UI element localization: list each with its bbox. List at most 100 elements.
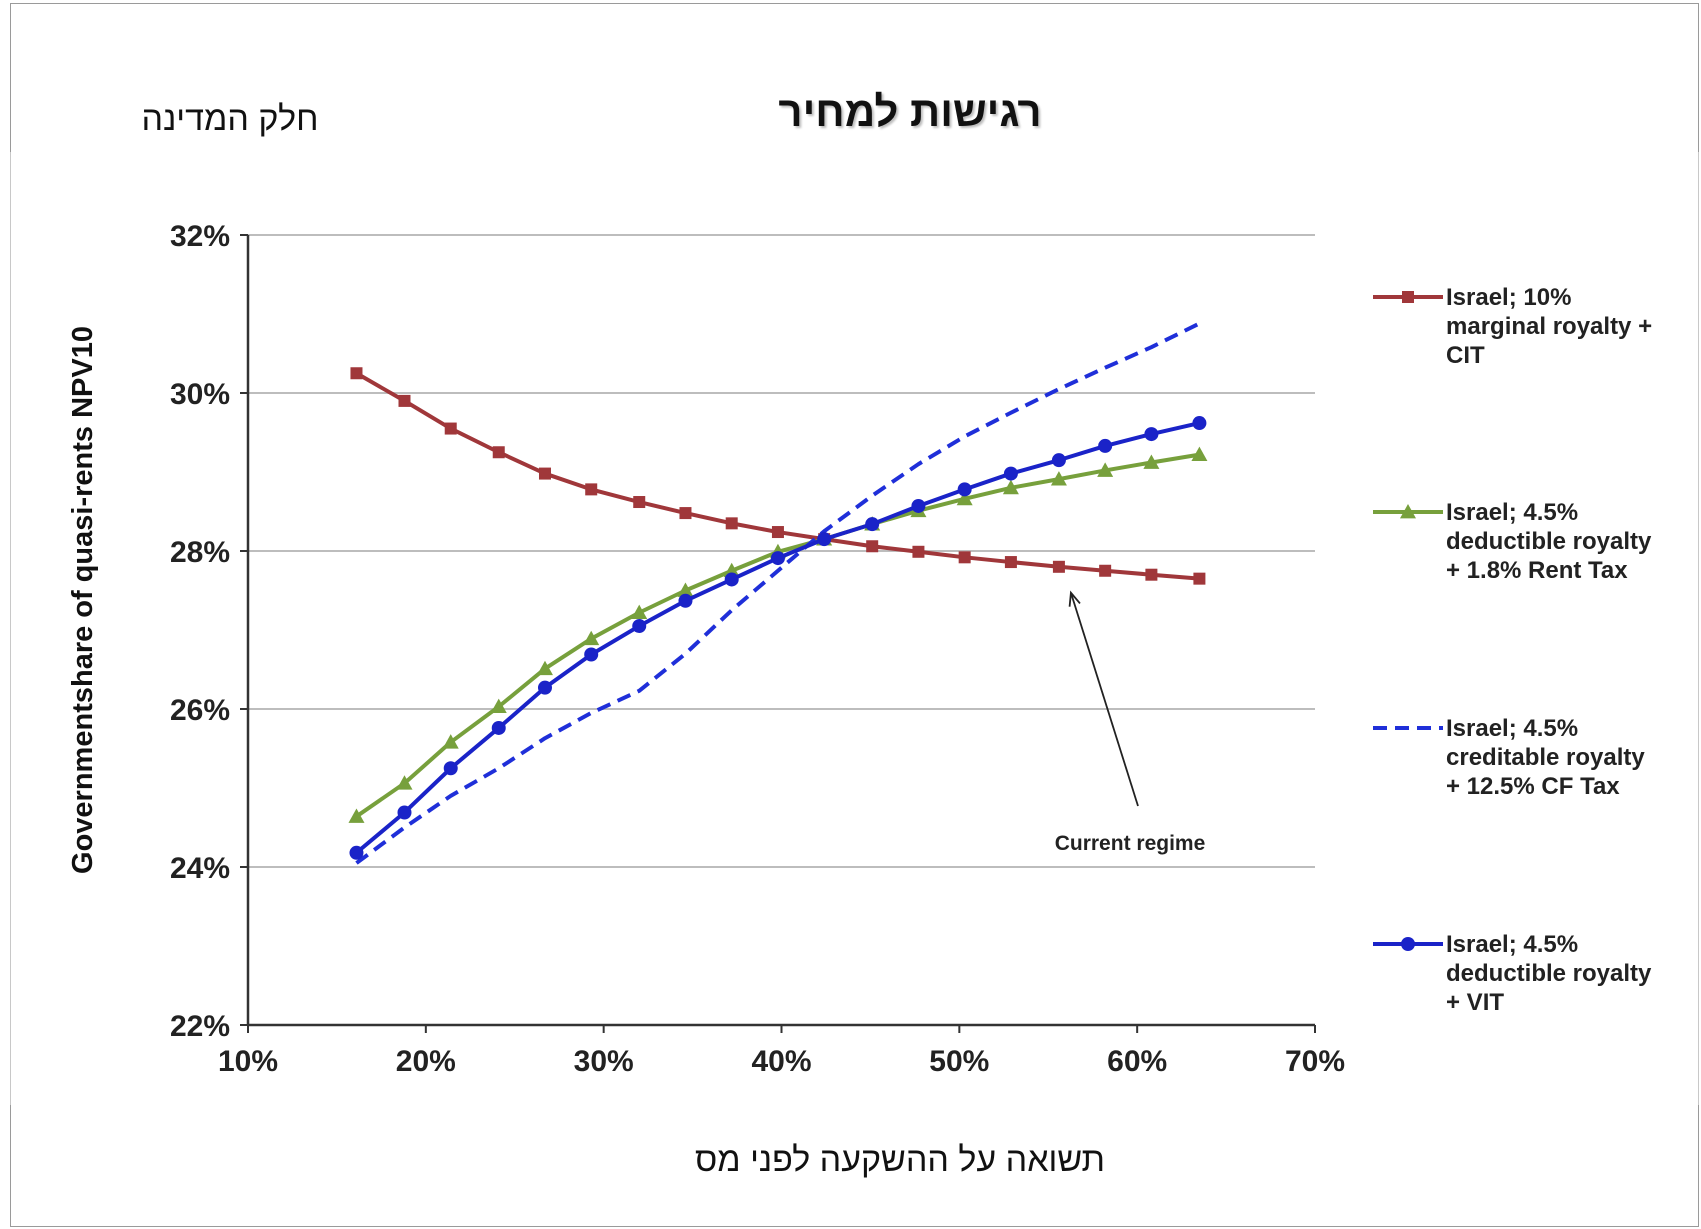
data-point: [817, 532, 832, 547]
data-point: [770, 551, 785, 566]
legend-item-1: Israel; 10%marginal royalty +CIT: [1373, 284, 1652, 369]
data-point: [1193, 572, 1206, 585]
data-point: [866, 540, 879, 553]
data-point: [350, 367, 363, 380]
slide-title: רגישות למחיר: [778, 88, 1042, 135]
data-point: [1192, 416, 1207, 431]
data-point: [1052, 560, 1065, 573]
data-point: [1097, 462, 1114, 477]
data-point: [398, 394, 411, 407]
data-point: [490, 698, 507, 714]
data-point: [1051, 453, 1066, 468]
data-point: [723, 562, 740, 578]
legend-label: + 12.5% CF Tax: [1446, 773, 1620, 800]
data-point: [536, 660, 553, 676]
data-point: [1003, 466, 1018, 481]
data-point: [538, 467, 551, 480]
legend-label: marginal royalty +: [1446, 313, 1652, 340]
annotation-text: Current regime: [1055, 832, 1206, 855]
data-point: [1191, 446, 1208, 462]
legend-label: CIT: [1446, 342, 1485, 369]
data-point: [1144, 427, 1159, 442]
y-tick-label: 24%: [170, 852, 230, 885]
data-point: [585, 483, 598, 496]
data-point: [1145, 568, 1158, 581]
x-tick-label: 20%: [396, 1045, 456, 1078]
y-tick-label: 32%: [170, 220, 230, 253]
legend-label: Israel; 4.5%: [1446, 931, 1578, 958]
legend-label: Israel; 10%: [1446, 284, 1571, 311]
y-tick-label: 30%: [170, 378, 230, 411]
y-tick-label: 28%: [170, 536, 230, 569]
series-line: [355, 421, 1200, 855]
series-4: [349, 416, 1207, 860]
data-point: [537, 680, 552, 695]
data-point: [348, 808, 365, 823]
y-axis-label: Governmentshare of quasi-rents NPV10: [67, 326, 99, 874]
legend-label: creditable royalty: [1446, 744, 1645, 771]
data-point: [1002, 479, 1019, 495]
legend-item-2: Israel; 4.5%deductible royalty+ 1.8% Ren…: [1373, 499, 1652, 584]
data-point: [632, 619, 647, 634]
data-point: [865, 517, 880, 532]
legend-label: Israel; 4.5%: [1446, 499, 1578, 526]
data-point: [492, 446, 505, 459]
data-point: [583, 630, 600, 646]
data-point: [677, 582, 694, 597]
annotation-arrow: [1070, 592, 1139, 807]
legend-label: + VIT: [1446, 989, 1504, 1016]
data-point: [724, 572, 739, 587]
data-point: [631, 604, 648, 620]
x-tick-label: 30%: [574, 1045, 634, 1078]
x-tick-label: 40%: [751, 1045, 811, 1078]
data-point: [1099, 564, 1112, 577]
data-point: [678, 593, 693, 608]
x-tick-label: 50%: [929, 1045, 989, 1078]
x-tick-label: 10%: [218, 1045, 278, 1078]
data-point: [1400, 504, 1416, 519]
legend-item-3: Israel; 4.5%creditable royalty+ 12.5% CF…: [1373, 715, 1645, 800]
data-point: [1098, 438, 1113, 453]
legend-label: deductible royalty: [1446, 528, 1652, 555]
data-point: [771, 526, 784, 539]
data-point: [442, 734, 459, 749]
x-axis-footer: תשואה על ההשקעה לפני מס: [694, 1141, 1106, 1179]
data-point: [725, 517, 738, 530]
series-2: [348, 446, 1208, 823]
data-point: [1402, 291, 1414, 303]
data-point: [958, 551, 971, 564]
data-point: [349, 845, 364, 860]
data-point: [444, 422, 457, 435]
x-tick-label: 60%: [1107, 1045, 1167, 1078]
legend-label: deductible royalty: [1446, 960, 1652, 987]
data-point: [396, 775, 413, 790]
legend-item-4: Israel; 4.5%deductible royalty+ VIT: [1373, 931, 1652, 1016]
chart-panel: [10, 152, 1699, 1105]
series-3: [355, 321, 1201, 865]
series-1: [350, 367, 1206, 585]
data-point: [397, 805, 412, 820]
data-point: [1143, 454, 1160, 469]
data-point: [912, 545, 925, 558]
data-point: [633, 496, 646, 509]
data-point: [1004, 556, 1017, 569]
annotation-arrowhead: [1068, 590, 1081, 607]
legend-label: Israel; 4.5%: [1446, 715, 1578, 742]
series-line: [355, 321, 1201, 865]
x-tick-labels: 10% 20% 30% 40% 50% 60% 70%: [218, 1045, 1345, 1078]
annotation: Current regime: [1055, 590, 1206, 855]
y-tick-label: 26%: [170, 694, 230, 727]
x-tick-label: 70%: [1285, 1045, 1345, 1078]
data-point: [679, 507, 692, 520]
data-point: [1401, 937, 1415, 951]
data-point: [956, 490, 973, 506]
series-line: [355, 452, 1200, 819]
data-point: [443, 761, 458, 776]
data-point: [1050, 471, 1067, 486]
data-point: [957, 482, 972, 497]
legend-label: + 1.8% Rent Tax: [1446, 557, 1628, 584]
axes: [240, 234, 1316, 1033]
legend: Israel; 10%marginal royalty +CITIsrael; …: [1373, 284, 1652, 1016]
y-tick-labels: 22% 24% 26% 28% 30% 32%: [170, 220, 230, 1043]
